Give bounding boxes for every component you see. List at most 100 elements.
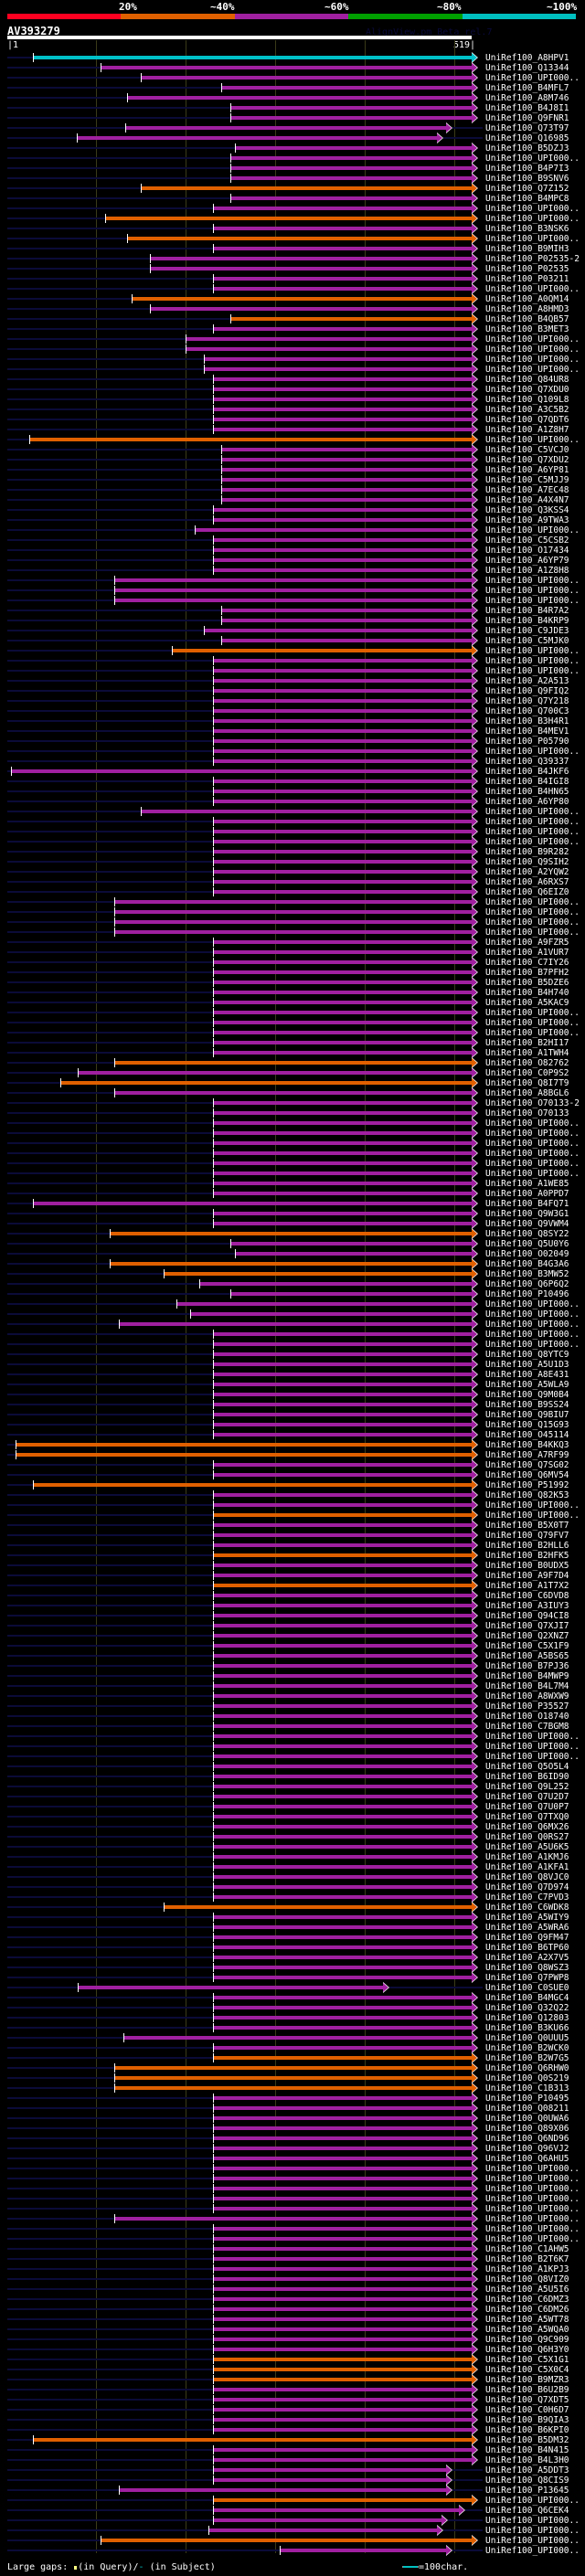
alignment-row[interactable]: UniRef100_UPI000.. xyxy=(0,1148,585,1159)
alignment-row[interactable]: UniRef100_C5X0C4 xyxy=(0,2364,585,2375)
hit-label[interactable]: UniRef100_P05790 xyxy=(485,737,569,747)
hit-label[interactable]: UniRef100_UPI000.. xyxy=(485,1139,580,1149)
alignment-row[interactable]: UniRef100_B4MFL7 xyxy=(0,82,585,93)
hit-label[interactable]: UniRef100_P13645 xyxy=(485,2486,569,2496)
hit-label[interactable]: UniRef100_UPI000.. xyxy=(485,1129,580,1139)
alignment-row[interactable]: UniRef100_A9FZR5 xyxy=(0,937,585,948)
hit-label[interactable]: UniRef100_A5WRA6 xyxy=(485,1923,569,1933)
alignment-row[interactable]: UniRef100_B4P7I3 xyxy=(0,163,585,174)
hit-bar[interactable] xyxy=(141,186,472,190)
hit-label[interactable]: UniRef100_B3H4R1 xyxy=(485,716,569,726)
alignment-row[interactable]: UniRef100_P10495 xyxy=(0,2093,585,2104)
alignment-row[interactable]: UniRef100_Q7SG02 xyxy=(0,1459,585,1470)
alignment-row[interactable]: UniRef100_C5VCJ0 xyxy=(0,444,585,455)
hit-bar[interactable] xyxy=(221,86,472,90)
hit-bar[interactable] xyxy=(204,367,472,371)
alignment-row[interactable]: UniRef100_UPI000.. xyxy=(0,1007,585,1018)
hit-label[interactable]: UniRef100_UPI000.. xyxy=(485,2214,580,2224)
hit-bar[interactable] xyxy=(213,327,472,331)
hit-label[interactable]: UniRef100_UPI000.. xyxy=(485,2536,580,2546)
hit-bar[interactable] xyxy=(16,1443,472,1447)
hit-label[interactable]: UniRef100_A8E431 xyxy=(485,1370,569,1380)
alignment-row[interactable]: UniRef100_B4MGC4 xyxy=(0,1992,585,2003)
hit-bar[interactable] xyxy=(213,207,472,210)
hit-label[interactable]: UniRef100_B4FQ71 xyxy=(485,1199,569,1209)
alignment-row[interactable]: UniRef100_UPI000.. xyxy=(0,836,585,847)
hit-label[interactable]: UniRef100_UPI000.. xyxy=(485,2194,580,2204)
hit-label[interactable]: UniRef100_B6ID90 xyxy=(485,1772,569,1782)
alignment-row[interactable]: UniRef100_UPI000.. xyxy=(0,1299,585,1309)
hit-label[interactable]: UniRef100_A9F7D4 xyxy=(485,1571,569,1581)
alignment-row[interactable]: UniRef100_UPI000.. xyxy=(0,1138,585,1149)
alignment-row[interactable]: UniRef100_UPI000.. xyxy=(0,2545,585,2556)
hit-bar[interactable] xyxy=(29,438,472,441)
hit-label[interactable]: UniRef100_B4QB57 xyxy=(485,314,569,324)
hit-label[interactable]: UniRef100_B9MIH3 xyxy=(485,244,569,254)
hit-label[interactable]: UniRef100_A8BGL6 xyxy=(485,1088,569,1098)
alignment-row[interactable]: UniRef100_Q8VJC0 xyxy=(0,1871,585,1882)
alignment-row[interactable]: UniRef100_UPI000.. xyxy=(0,585,585,596)
hit-bar[interactable] xyxy=(213,830,472,833)
alignment-row[interactable]: UniRef100_B5X0T7 xyxy=(0,1520,585,1531)
hit-label[interactable]: UniRef100_A1Z8H8 xyxy=(485,566,569,576)
hit-bar[interactable] xyxy=(213,1182,472,1185)
alignment-row[interactable]: UniRef100_A0PPD7 xyxy=(0,1188,585,1199)
hit-bar[interactable] xyxy=(114,900,472,904)
hit-bar[interactable] xyxy=(213,518,472,522)
hit-label[interactable]: UniRef100_Q7XDT5 xyxy=(485,2395,569,2405)
hit-bar[interactable] xyxy=(213,719,472,723)
hit-bar[interactable] xyxy=(213,2478,446,2482)
alignment-row[interactable]: UniRef100_UPI000.. xyxy=(0,1168,585,1179)
hit-bar[interactable] xyxy=(213,820,472,823)
hit-bar[interactable] xyxy=(213,2448,472,2452)
alignment-row[interactable]: UniRef100_UPI000.. xyxy=(0,665,585,676)
hit-bar[interactable] xyxy=(221,609,472,612)
hit-label[interactable]: UniRef100_UPI000.. xyxy=(485,928,580,938)
hit-bar[interactable] xyxy=(213,1121,472,1125)
hit-bar[interactable] xyxy=(213,1744,472,1748)
hit-label[interactable]: UniRef100_Q89X06 xyxy=(485,2124,569,2134)
hit-bar[interactable] xyxy=(221,639,472,642)
hit-bar[interactable] xyxy=(114,2086,472,2090)
hit-bar[interactable] xyxy=(213,1171,472,1175)
hit-label[interactable]: UniRef100_Q7QDT6 xyxy=(485,415,569,425)
alignment-row[interactable]: UniRef100_UPI000.. xyxy=(0,1128,585,1139)
hit-label[interactable]: UniRef100_UPI000.. xyxy=(485,656,580,666)
alignment-row[interactable]: UniRef100_Q0S219 xyxy=(0,2072,585,2083)
hit-label[interactable]: UniRef100_Q6MV54 xyxy=(485,1470,569,1480)
alignment-row[interactable]: UniRef100_Q7D974 xyxy=(0,1882,585,1892)
hit-label[interactable]: UniRef100_B3MET3 xyxy=(485,324,569,334)
hit-bar[interactable] xyxy=(230,1292,472,1296)
alignment-row[interactable]: UniRef100_UPI000.. xyxy=(0,2203,585,2214)
alignment-row[interactable]: UniRef100_B6KPI0 xyxy=(0,2424,585,2435)
hit-bar[interactable] xyxy=(213,870,472,874)
hit-bar[interactable] xyxy=(213,669,472,673)
alignment-row[interactable]: UniRef100_UPI000.. xyxy=(0,2193,585,2204)
hit-bar[interactable] xyxy=(213,1634,472,1638)
hit-bar[interactable] xyxy=(105,217,472,220)
hit-label[interactable]: UniRef100_A7EC48 xyxy=(485,485,569,495)
hit-bar[interactable] xyxy=(213,2337,472,2341)
hit-bar[interactable] xyxy=(213,1815,472,1818)
alignment-row[interactable]: UniRef100_B4L3H0 xyxy=(0,2454,585,2465)
hit-label[interactable]: UniRef100_Q8VIZ0 xyxy=(485,2274,569,2284)
alignment-row[interactable]: UniRef100_UPI000.. xyxy=(0,806,585,817)
hit-label[interactable]: UniRef100_C5VCJ0 xyxy=(485,445,569,455)
alignment-row[interactable]: UniRef100_B4J8I1 xyxy=(0,102,585,113)
hit-label[interactable]: UniRef100_UPI000.. xyxy=(485,2204,580,2214)
alignment-row[interactable]: UniRef100_A5BS65 xyxy=(0,1650,585,1661)
hit-bar[interactable] xyxy=(213,2187,472,2190)
alignment-row[interactable]: UniRef100_C1AHW5 xyxy=(0,2243,585,2254)
hit-bar[interactable] xyxy=(213,2518,441,2522)
hit-label[interactable]: UniRef100_Q0S219 xyxy=(485,2073,569,2083)
alignment-row[interactable]: UniRef100_Q8YTC9 xyxy=(0,1349,585,1360)
hit-label[interactable]: UniRef100_UPI000.. xyxy=(485,1500,580,1511)
hit-label[interactable]: UniRef100_Q7TXQ0 xyxy=(485,1812,569,1822)
hit-label[interactable]: UniRef100_A6RXS7 xyxy=(485,877,569,887)
hit-bar[interactable] xyxy=(213,1805,472,1808)
hit-bar[interactable] xyxy=(16,1453,472,1457)
hit-label[interactable]: UniRef100_Q9FIQ2 xyxy=(485,686,569,696)
hit-label[interactable]: UniRef100_B0UDX5 xyxy=(485,1561,569,1571)
alignment-row[interactable]: UniRef100_A0QM14 xyxy=(0,293,585,304)
hit-bar[interactable] xyxy=(213,2197,472,2200)
